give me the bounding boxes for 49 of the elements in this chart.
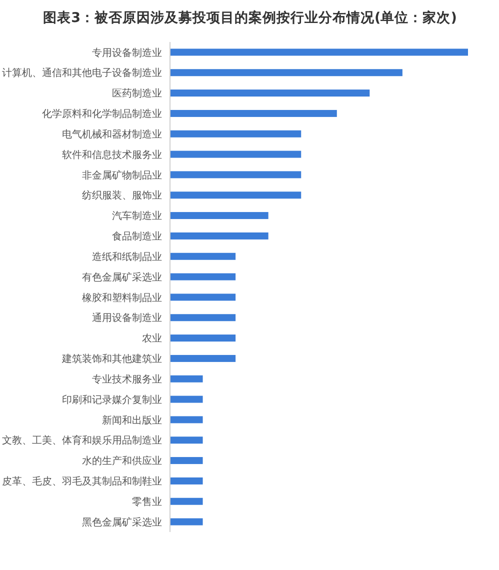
bar <box>170 354 236 362</box>
bar <box>170 416 203 424</box>
bar <box>170 192 302 199</box>
y-tick-label: 文教、工美、体育和娱乐用品制造业 <box>2 434 162 447</box>
y-tick-label: 建筑装饰和其他建筑业 <box>61 353 162 366</box>
y-tick-label: 造纸和纸制品业 <box>92 250 162 263</box>
y-tick-label: 食品制造业 <box>112 230 162 243</box>
bar <box>170 518 203 526</box>
y-tick-label: 计算机、通信和其他电子设备制造业 <box>2 67 162 80</box>
bar <box>170 314 236 322</box>
y-tick-label: 皮革、毛皮、羽毛及其制品和制鞋业 <box>2 476 162 488</box>
bar <box>170 273 236 280</box>
bar <box>170 498 203 505</box>
y-tick-label: 软件和信息技术服务业 <box>62 148 162 161</box>
y-tick-label: 通用设备制造业 <box>92 312 162 324</box>
y-tick-label: 专业技术服务业 <box>92 373 162 386</box>
bar <box>170 171 302 178</box>
bar <box>170 212 268 220</box>
y-tick-label: 化学原料和化学制品制造业 <box>42 108 162 120</box>
y-tick-label: 黑色金属矿采选业 <box>82 516 162 528</box>
chart-title: 图表3：被否原因涉及募投项目的案例按行业分布情况(单位：家次) <box>43 9 457 26</box>
y-tick-label: 农业 <box>142 332 162 345</box>
bar <box>170 477 203 484</box>
bar <box>170 396 203 403</box>
y-tick-label: 印刷和记录媒介复制业 <box>62 394 162 406</box>
y-tick-label: 水的生产和供应业 <box>82 455 162 468</box>
y-tick-label: 电气机械和器材制造业 <box>62 128 162 140</box>
bar <box>170 90 370 97</box>
y-tick-label: 零售业 <box>132 496 162 508</box>
y-tick-label: 专用设备制造业 <box>92 46 162 59</box>
y-tick-label: 有色金属矿采选业 <box>82 271 162 284</box>
bar <box>170 232 268 240</box>
bar <box>170 334 236 342</box>
y-tick-label: 汽车制造业 <box>112 210 162 222</box>
bar <box>170 130 302 138</box>
bar <box>170 48 468 56</box>
bar <box>170 150 302 158</box>
bar <box>170 436 203 444</box>
y-tick-label: 医药制造业 <box>112 88 162 100</box>
y-tick-label: 纺织服装、服饰业 <box>82 190 162 202</box>
y-tick-label: 非金属矿物制品业 <box>82 169 162 182</box>
bar <box>170 69 402 76</box>
y-tick-label: 橡胶和塑料制品业 <box>82 292 162 304</box>
bar <box>170 375 203 382</box>
bar <box>170 457 203 464</box>
bar <box>170 110 337 117</box>
bar <box>170 294 236 301</box>
y-tick-label: 新闻和出版业 <box>102 414 162 426</box>
bar <box>170 252 236 260</box>
